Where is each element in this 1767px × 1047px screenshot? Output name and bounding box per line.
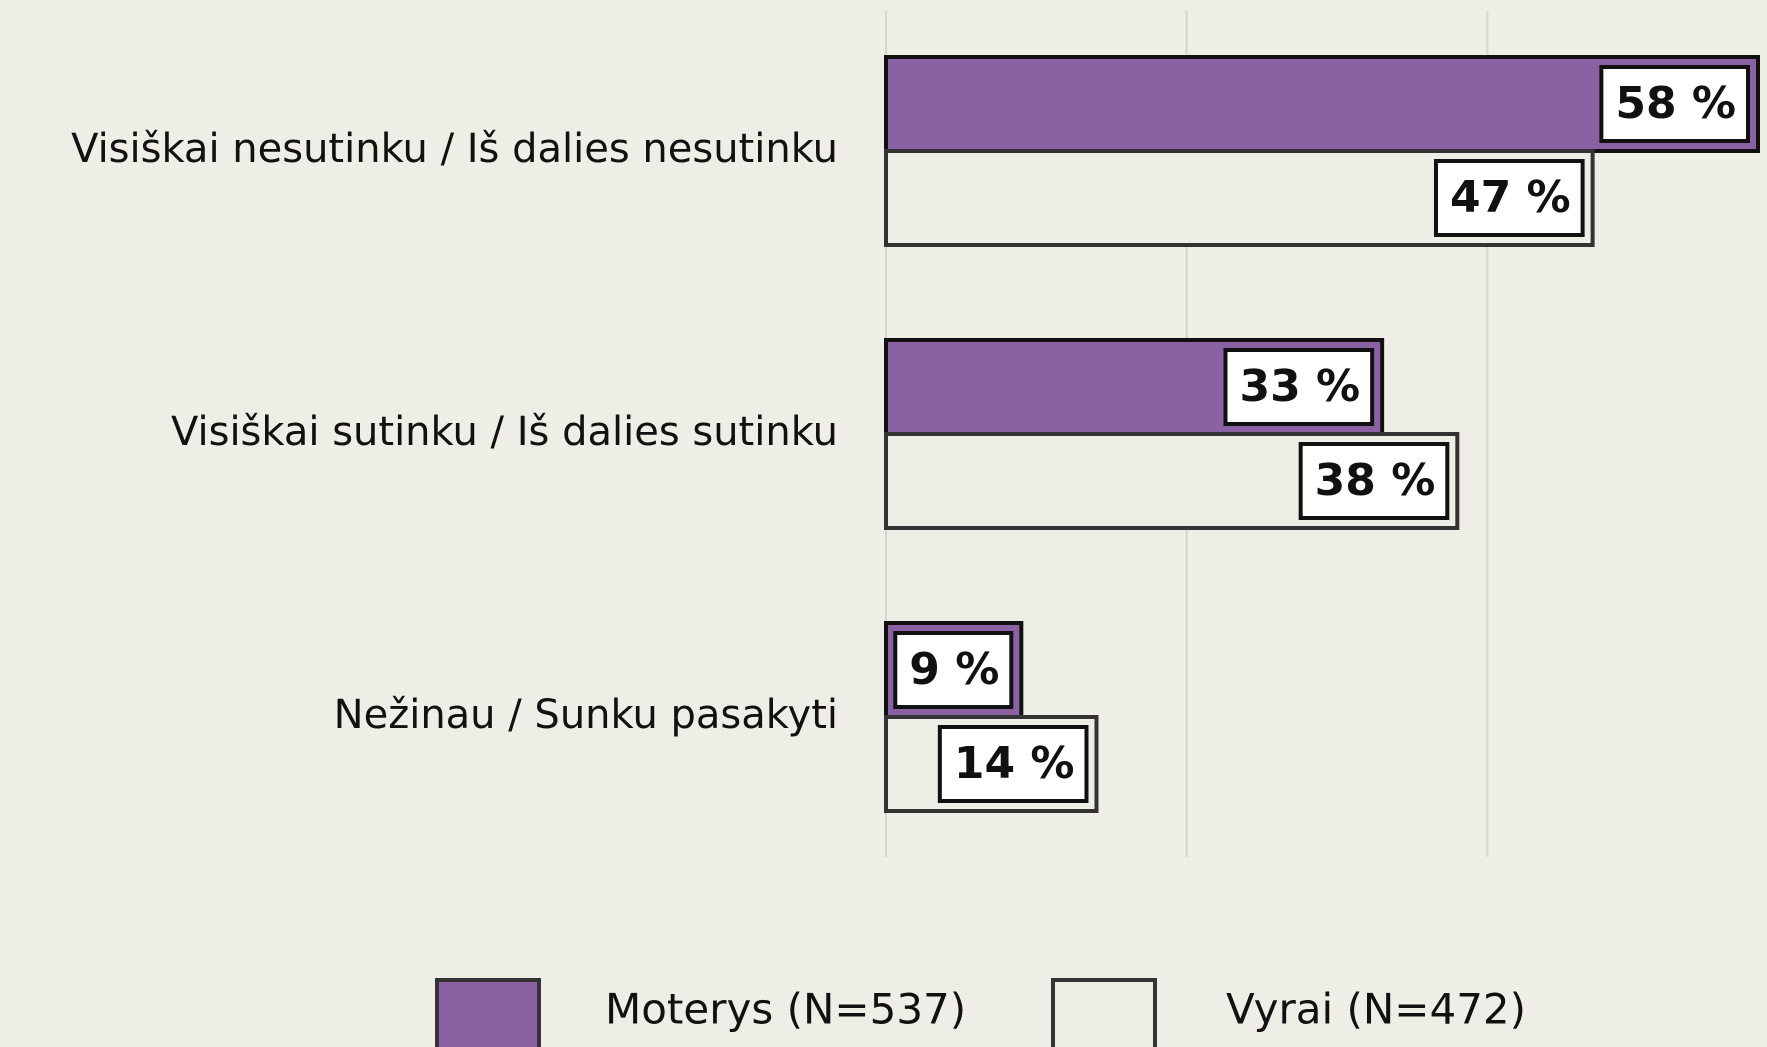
legend-label: Moterys (N=537) xyxy=(605,985,966,1034)
category-label: Visiškai sutinku / Iš dalies sutinku xyxy=(171,409,838,455)
value-label: 14 % xyxy=(954,738,1075,789)
legend-swatch xyxy=(435,978,541,1047)
value-label: 58 % xyxy=(1615,78,1736,129)
value-label-box xyxy=(1298,442,1450,520)
legend-swatch xyxy=(1051,978,1157,1047)
value-label-box xyxy=(1223,348,1375,426)
value-label-box xyxy=(1433,159,1585,237)
category-label: Nežinau / Sunku pasakyti xyxy=(334,692,838,738)
value-label-box xyxy=(893,631,1014,709)
value-label: 47 % xyxy=(1450,172,1571,223)
value-label: 38 % xyxy=(1315,455,1436,506)
value-label: 33 % xyxy=(1239,361,1360,412)
value-label-box xyxy=(1599,65,1750,143)
category-label: Visiškai nesutinku / Iš dalies nesutinku xyxy=(71,126,838,172)
value-label-box xyxy=(937,725,1089,803)
value-label: 9 % xyxy=(909,644,999,695)
legend-label: Vyrai (N=472) xyxy=(1226,985,1526,1034)
